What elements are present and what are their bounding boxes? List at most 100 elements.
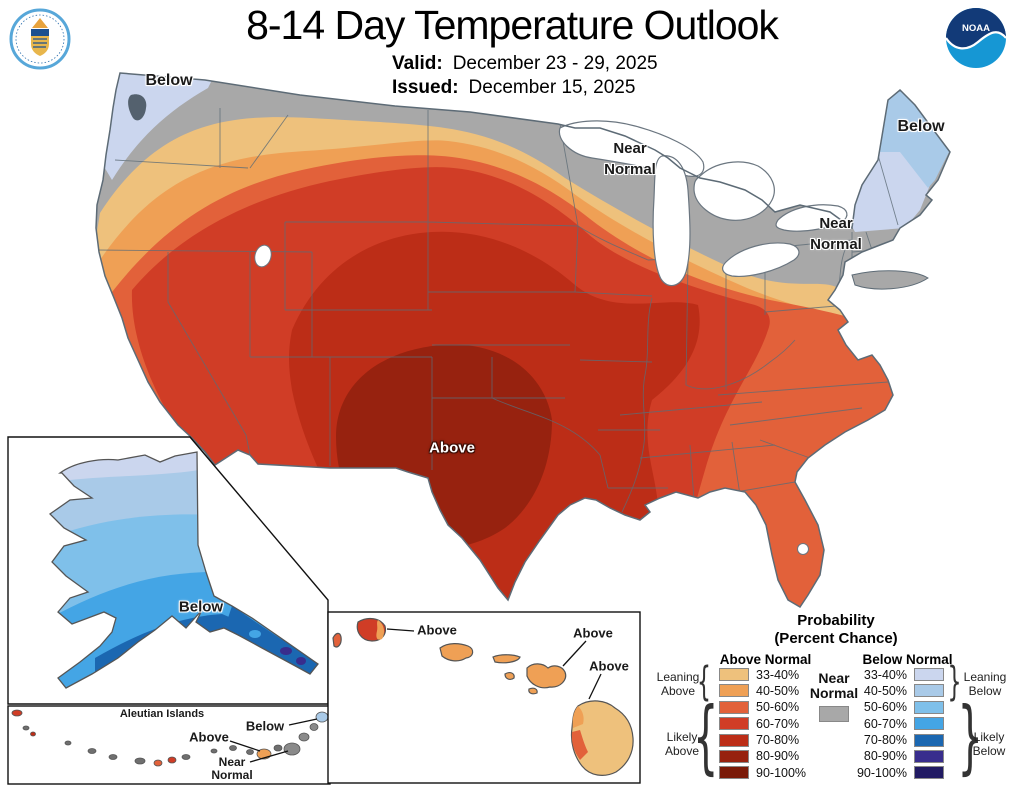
legend-range-label: 80-90%: [863, 749, 907, 764]
island-niihau: [332, 632, 342, 648]
legend-row-60-70%: 60-70%: [849, 716, 944, 731]
legend-swatch: [914, 684, 944, 698]
legend-range-label: 90-100%: [856, 765, 907, 780]
island-hawaii-west1: [572, 706, 584, 728]
label-below-aleutian: Below: [245, 718, 285, 734]
label-above-aleutian: Above: [189, 729, 229, 745]
island-kahoolawe: [528, 687, 538, 695]
label-above-maui: Above: [573, 625, 613, 641]
lake-okeechobee: [797, 543, 809, 555]
island-oahu: [439, 643, 474, 662]
legend-subtitle: (Percent Chance): [774, 630, 898, 647]
island-lanai: [504, 672, 515, 680]
label-below-maine: Below: [897, 118, 945, 135]
long-island: [851, 270, 929, 290]
near-normal-swatch: [819, 706, 849, 722]
legend-swatch: [719, 668, 749, 681]
commerce-seal-icon: [9, 8, 71, 70]
legend-row-90-100%: 90-100%: [719, 765, 807, 780]
issued-value: December 15, 2025: [468, 77, 636, 98]
legend-leaning-above: Leaning Above: [656, 670, 700, 698]
legend-range-label: 33-40%: [756, 667, 800, 682]
legend-swatch: [914, 766, 944, 780]
legend-range-label: 33-40%: [863, 667, 907, 682]
legend-swatch: [914, 700, 944, 714]
legend-range-label: 60-70%: [756, 716, 800, 731]
legend-row-33-40%: 33-40%: [719, 667, 806, 682]
state-borders: [96, 108, 916, 513]
legend-swatch: [719, 749, 749, 763]
valid-label: Valid:: [392, 53, 443, 74]
legend-swatch: [719, 766, 749, 780]
legend-above-header: Above Normal: [719, 652, 812, 667]
island-hawaii-west2: [571, 730, 588, 760]
noaa-logo-icon: NOAA: [945, 8, 1007, 68]
legend-row-70-80%: 70-80%: [849, 733, 944, 748]
legend-row-50-60%: 50-60%: [849, 700, 944, 715]
legend-range-label: 50-60%: [863, 700, 907, 715]
noaa-logo-text: NOAA: [962, 23, 990, 34]
label-near-normal-northeast: Near Normal: [810, 215, 862, 253]
legend-title: Probability: [797, 612, 875, 629]
label-near-normal-midwest: Near Normal: [604, 140, 656, 178]
legend-range-label: 40-50%: [863, 683, 907, 698]
issued-label: Issued:: [392, 77, 459, 98]
legend-range-label: 70-80%: [863, 733, 907, 748]
hawaii-islands: [332, 617, 634, 776]
conus-outline: [95, 72, 951, 609]
legend-range-label: 60-70%: [863, 716, 907, 731]
island-maui: [526, 663, 567, 689]
legend-near-normal: Near Normal: [798, 671, 870, 722]
legend-swatch: [719, 733, 749, 747]
legend-above-rows: 33-40% 40-50% 50-60% 60-70% 70-80% 80-90% 90-1…: [719, 667, 807, 780]
legend-swatch: [719, 717, 749, 731]
alaska-dark-spot-2: [296, 657, 306, 665]
legend-row-40-50%: 40-50%: [719, 683, 806, 698]
legend-range-label: 80-90%: [756, 749, 800, 764]
legend-range-label: 90-100%: [756, 765, 807, 780]
legend-swatch: [719, 684, 749, 698]
legend-swatch: [914, 733, 944, 747]
legend-row-33-40%: 33-40%: [849, 667, 944, 682]
label-above-big-island: Above: [589, 658, 629, 674]
page-title: 8-14 Day Temperature Outlook: [246, 2, 779, 48]
great-lakes: [558, 120, 848, 287]
hawaii-inset: [327, 611, 641, 784]
label-near-normal-aleutian: Near Normal: [211, 755, 253, 782]
aleutian-inset: [7, 705, 331, 785]
label-above-kauai: Above: [417, 622, 457, 638]
legend-below-rows: 33-40% 40-50% 50-60% 60-70% 70-80% 80-90% 90-1…: [849, 667, 944, 780]
aleutian-pointer-lines: [229, 718, 318, 763]
legend-row-40-50%: 40-50%: [849, 683, 944, 698]
label-below-alaska: Below: [178, 598, 224, 616]
legend-row-60-70%: 60-70%: [719, 716, 806, 731]
aleutian-islands: [11, 709, 329, 767]
label-above-center: Above: [429, 439, 475, 457]
legend-likely-above: Likely Above: [664, 730, 700, 758]
island-molokai: [492, 654, 521, 664]
legend-row-80-90%: 80-90%: [849, 749, 944, 764]
puget-sound: [128, 94, 147, 121]
legend-range-label: 50-60%: [756, 700, 800, 715]
legend-leaning-below: Leaning Below: [963, 670, 1007, 698]
area-below-nw: [100, 73, 215, 180]
legend-swatch: [914, 749, 944, 763]
legend-row-70-80%: 70-80%: [719, 733, 806, 748]
legend-swatch: [914, 668, 944, 681]
valid-line: Valid: December 23 - 29, 2025: [392, 53, 658, 75]
alaska-panhandle-light: [249, 630, 261, 638]
issued-line: Issued: December 15, 2025: [392, 77, 635, 99]
legend-range-label: 40-50%: [756, 683, 800, 698]
legend-row-50-60%: 50-60%: [719, 700, 806, 715]
legend-range-label: 70-80%: [756, 733, 800, 748]
island-kauai-east: [376, 620, 385, 640]
label-below-northwest: Below: [145, 72, 193, 89]
island-hawaii: [570, 700, 634, 776]
legend-row-90-100%: 90-100%: [849, 765, 944, 780]
alaska-inset: [7, 436, 329, 705]
lake-erie: [722, 242, 800, 277]
legend-swatch: [914, 717, 944, 731]
alaska-dark-spot-1: [280, 647, 292, 655]
